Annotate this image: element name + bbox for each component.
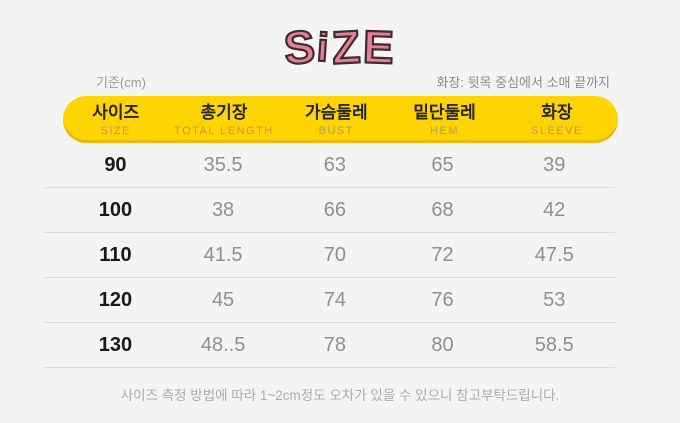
column-label-en: TOTAL LENGTH (174, 124, 274, 137)
column-header-bust: 가슴둘레 BUST (279, 102, 393, 137)
sleeve-measure-note: 화장: 뒷목 중심에서 소매 끝까지 (436, 75, 610, 90)
table-row: 100 38 66 68 42 (45, 188, 615, 233)
column-label-ko: 밑단둘레 (413, 103, 476, 123)
value-cell: 47.5 (534, 243, 574, 266)
table-body: 90 35.5 63 65 39 100 38 66 68 42 110 41.… (45, 143, 615, 368)
table-header: 사이즈 SIZE 총기장 TOTAL LENGTH 가슴둘레 BUST 밑단둘레… (63, 96, 618, 143)
size-cell: 110 (99, 243, 132, 266)
table-row: 120 45 74 76 53 (45, 278, 615, 323)
footer-note: 사이즈 측정 방법에 따라 1~2cm정도 오차가 있을 수 있으니 참고부탁드… (120, 388, 560, 403)
value-cell: 70 (323, 243, 346, 266)
title-letter: S (280, 19, 320, 76)
column-label-en: SLEEVE (531, 124, 583, 137)
size-cell: 130 (98, 333, 133, 356)
size-cell: 90 (104, 153, 127, 176)
value-cell: 42 (543, 198, 566, 221)
value-cell: 39 (543, 153, 566, 176)
title-letter: E (361, 19, 399, 74)
value-cell: 76 (431, 288, 454, 311)
value-cell: 63 (323, 153, 346, 176)
column-header-total-length: 총기장 TOTAL LENGTH (168, 102, 279, 137)
column-label-en: BUST (318, 124, 354, 137)
size-cell: 100 (98, 198, 133, 221)
column-header-size: 사이즈 SIZE (63, 102, 168, 137)
column-label-ko: 사이즈 (92, 103, 140, 123)
column-header-sleeve: 화장 SLEEVE (496, 102, 618, 137)
value-cell: 78 (323, 333, 346, 356)
value-cell: 35.5 (203, 153, 243, 176)
table-row: 90 35.5 63 65 39 (45, 143, 615, 188)
title-letter: Z (329, 19, 365, 75)
value-cell: 74 (323, 288, 346, 311)
value-cell: 58.5 (534, 333, 574, 356)
value-cell: 65 (431, 153, 454, 176)
value-cell: 68 (431, 198, 454, 221)
value-cell: 45 (211, 288, 235, 311)
unit-label: 기준(cm) (96, 75, 146, 90)
table-row: 130 48..5 78 80 58.5 (45, 323, 615, 368)
column-label-ko: 가슴둘레 (305, 103, 368, 123)
value-cell: 41.5 (203, 243, 243, 266)
column-label-en: SIZE (100, 124, 131, 137)
value-cell: 53 (543, 288, 566, 311)
value-cell: 38 (211, 198, 235, 221)
page-title: SiZE (0, 19, 680, 76)
value-cell: 66 (323, 198, 346, 221)
value-cell: 48..5 (200, 333, 246, 356)
value-cell: 80 (431, 333, 454, 356)
column-label-en: HEM (430, 124, 460, 137)
size-cell: 120 (98, 288, 133, 311)
table-row: 110 41.5 70 72 47.5 (45, 233, 615, 278)
column-label-ko: 화장 (541, 103, 573, 123)
column-header-hem: 밑단둘레 HEM (393, 102, 496, 137)
column-label-ko: 총기장 (200, 103, 248, 123)
value-cell: 72 (431, 243, 454, 266)
